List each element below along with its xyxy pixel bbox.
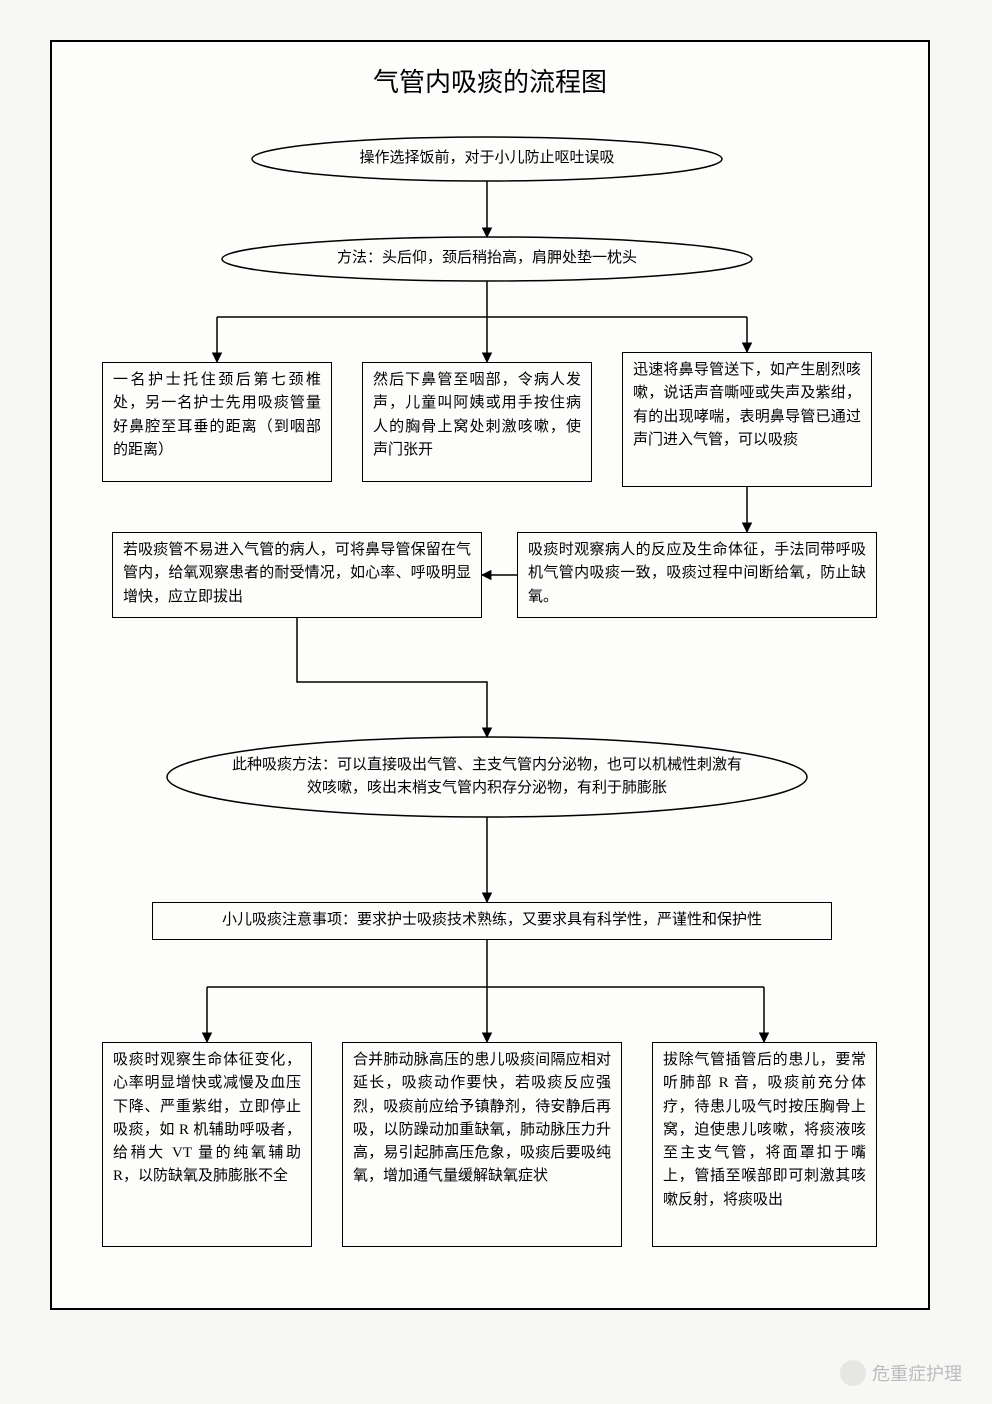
watermark: 危重症护理 (840, 1360, 962, 1386)
node-n4a: 若吸痰管不易进入气管的病人，可将鼻导管保留在气管内，给氧观察患者的耐受情况，如心… (112, 532, 482, 618)
node-n3c: 迅速将鼻导管送下，如产生剧烈咳嗽，说话声音嘶哑或失声及紫绀，有的出现哮喘，表明鼻… (622, 352, 872, 487)
node-n7b: 合并肺动脉高压的患儿吸痰间隔应相对延长，吸痰动作要快，若吸痰反应强烈，吸痰前应给… (342, 1042, 622, 1247)
watermark-text: 危重症护理 (872, 1360, 962, 1386)
node-n6: 小儿吸痰注意事项：要求护士吸痰技术熟练，又要求具有科学性，严谨性和保护性 (152, 902, 832, 940)
diagram-canvas: 气管内吸痰的流程图 操作选择饭前，对于小儿防止呕吐误吸 方法：头后仰，颈后稍抬高… (50, 40, 930, 1310)
node-n4b: 吸痰时观察病人的反应及生命体征，手法同带呼吸机气管内吸痰一致，吸痰过程中间断给氧… (517, 532, 877, 618)
node-n7c: 拔除气管插管后的患儿，要常听肺部 R 音，吸痰前充分体疗，待患儿吸气时按压胸骨上… (652, 1042, 877, 1247)
node-n2: 方法：头后仰，颈后稍抬高，肩胛处垫一枕头 (222, 237, 752, 281)
node-n7a: 吸痰时观察生命体征变化，心率明显增快或减慢及血压下降、严重紫绀，立即停止吸痰，如… (102, 1042, 312, 1247)
node-n3a: 一名护士托住颈后第七颈椎处，另一名护士先用吸痰管量好鼻腔至耳垂的距离（到咽部的距… (102, 362, 332, 482)
node-n5: 此种吸痰方法：可以直接吸出气管、主支气管内分泌物，也可以机械性刺激有效咳嗽，咳出… (167, 737, 807, 817)
node-n1: 操作选择饭前，对于小儿防止呕吐误吸 (252, 137, 722, 181)
watermark-icon (840, 1360, 866, 1386)
node-n3b: 然后下鼻管至咽部，令病人发声，儿童叫阿姨或用手按住病人的胸骨上窝处刺激咳嗽，使声… (362, 362, 592, 482)
